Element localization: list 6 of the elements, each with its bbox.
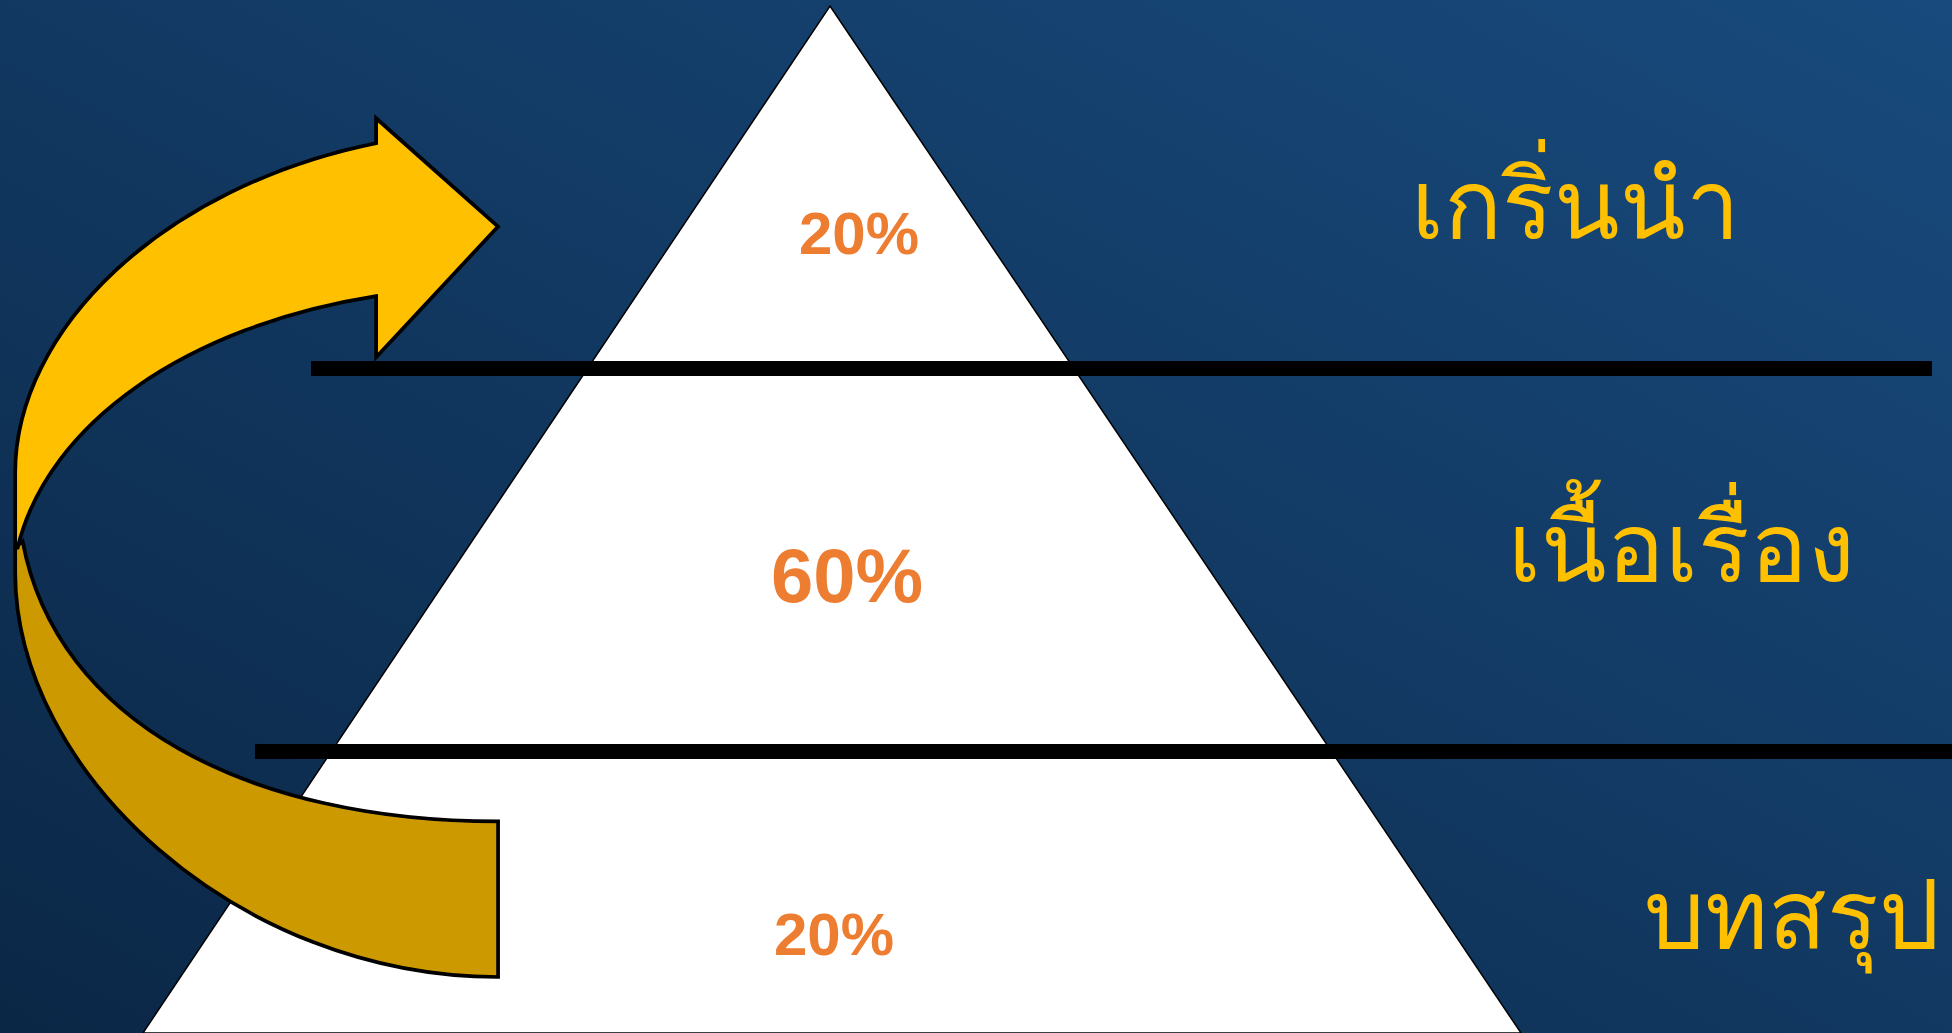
data-label: 20% bbox=[798, 199, 920, 267]
data-label: 20% bbox=[773, 900, 895, 968]
category-label: เกริ่นนำ bbox=[1410, 139, 1740, 261]
data-label: 60% bbox=[770, 532, 924, 618]
category-label: เนื้อเรื่อง bbox=[1507, 479, 1855, 604]
category-label: บทสรุป bbox=[1644, 859, 1940, 974]
